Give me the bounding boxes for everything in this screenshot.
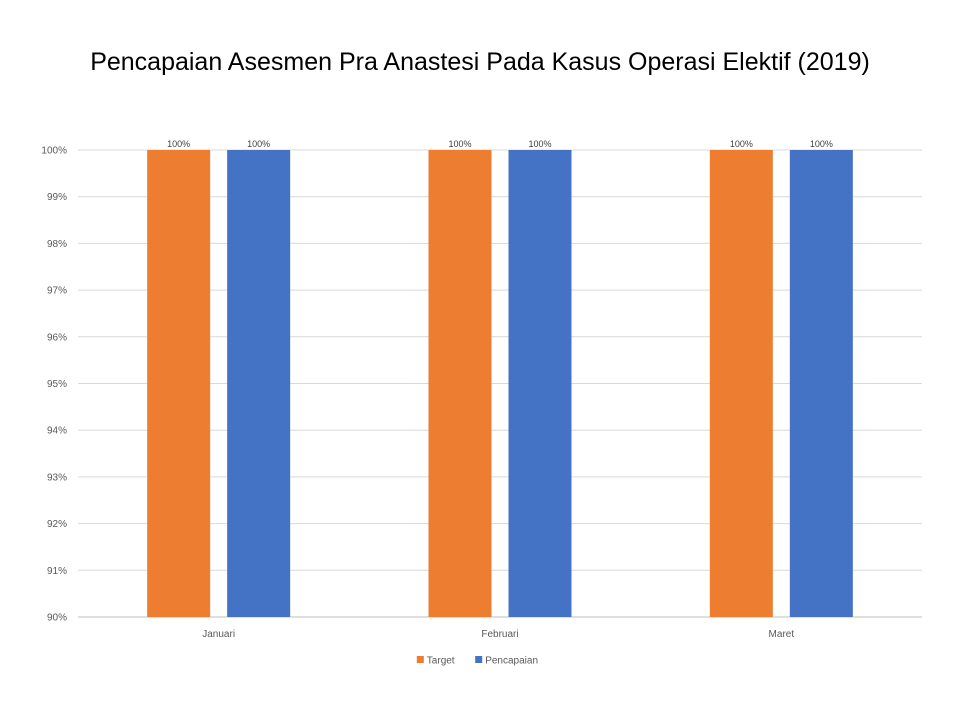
legend-label-pencapaian: Pencapaian xyxy=(485,656,538,667)
bar-pencapaian-maret xyxy=(789,150,853,617)
y-tick-label: 99% xyxy=(47,192,67,203)
y-tick-label: 92% xyxy=(47,519,67,530)
data-label: 100% xyxy=(810,139,833,149)
x-category-label: Februari xyxy=(481,629,518,640)
data-label: 100% xyxy=(247,139,270,149)
y-tick-label: 97% xyxy=(47,286,67,297)
y-tick-label: 95% xyxy=(47,379,67,390)
bar-target-februari xyxy=(428,150,492,617)
y-tick-label: 96% xyxy=(47,332,67,343)
y-tick-label: 100% xyxy=(41,146,67,157)
y-tick-label: 94% xyxy=(47,426,67,437)
legend-swatch-target xyxy=(416,656,424,663)
y-tick-label: 98% xyxy=(47,239,67,250)
y-tick-label: 91% xyxy=(47,566,67,577)
bar-pencapaian-januari xyxy=(227,150,291,617)
x-category-label: Maret xyxy=(769,629,795,640)
bar-target-januari xyxy=(147,150,211,617)
data-label: 100% xyxy=(528,139,551,149)
legend-swatch-pencapaian xyxy=(475,656,483,663)
legend-label-target: Target xyxy=(427,656,455,667)
x-category-label: Januari xyxy=(202,629,235,640)
data-label: 100% xyxy=(167,139,190,149)
y-tick-label: 90% xyxy=(47,613,67,624)
data-label: 100% xyxy=(448,139,471,149)
data-label: 100% xyxy=(730,139,753,149)
bar-pencapaian-februari xyxy=(508,150,572,617)
chart-title: Pencapaian Asesmen Pra Anastesi Pada Kas… xyxy=(90,48,870,76)
y-tick-label: 93% xyxy=(47,472,67,483)
bar-target-maret xyxy=(709,150,773,617)
